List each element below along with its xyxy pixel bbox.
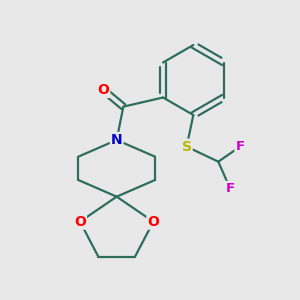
Text: S: S bbox=[182, 140, 192, 154]
Text: F: F bbox=[236, 140, 244, 153]
Text: N: N bbox=[111, 133, 122, 147]
Text: F: F bbox=[225, 182, 235, 195]
Text: O: O bbox=[98, 83, 109, 97]
Text: O: O bbox=[147, 215, 159, 229]
Text: O: O bbox=[74, 215, 86, 229]
